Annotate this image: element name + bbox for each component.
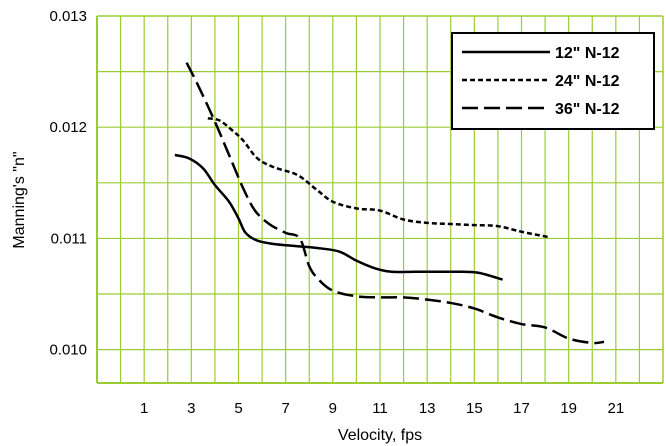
x-tick-label: 11 xyxy=(372,400,388,417)
y-tick-label: 0.011 xyxy=(51,230,87,247)
series-line-24in xyxy=(207,117,551,239)
y-tick-label: 0.012 xyxy=(49,119,87,136)
grid-lines xyxy=(97,16,663,383)
y-tick-label: 0.013 xyxy=(49,8,87,25)
x-tick-labels: 1 3 5 7 9 11 13 15 17 19 21 xyxy=(140,400,624,417)
x-tick-label: 7 xyxy=(281,400,289,417)
x-tick-label: 1 xyxy=(140,400,148,417)
y-tick-labels: 0.010 0.011 0.012 0.013 xyxy=(49,8,87,359)
series-line-36in xyxy=(185,62,605,345)
axes xyxy=(96,15,664,384)
series-lines xyxy=(174,62,605,345)
x-tick-label: 19 xyxy=(560,400,577,417)
x-axis-title: Velocity, fps xyxy=(338,427,422,444)
y-tick-label: 0.010 xyxy=(49,342,87,359)
legend-box xyxy=(451,32,655,130)
x-tick-label: 5 xyxy=(234,400,242,417)
series-line-12in xyxy=(174,153,503,281)
x-tick-label: 9 xyxy=(329,400,337,417)
legend: 12" N-12 24" N-12 36" N-12 xyxy=(451,32,655,130)
legend-label-36in: 36" N-12 xyxy=(555,101,620,118)
x-tick-label: 13 xyxy=(419,400,436,417)
y-axis-title: Manning's "n" xyxy=(11,151,28,248)
x-tick-label: 17 xyxy=(513,400,530,417)
legend-label-24in: 24" N-12 xyxy=(555,73,620,90)
x-tick-label: 21 xyxy=(607,400,624,417)
legend-label-12in: 12" N-12 xyxy=(555,45,620,62)
x-tick-label: 15 xyxy=(466,400,483,417)
x-tick-label: 3 xyxy=(187,400,195,417)
